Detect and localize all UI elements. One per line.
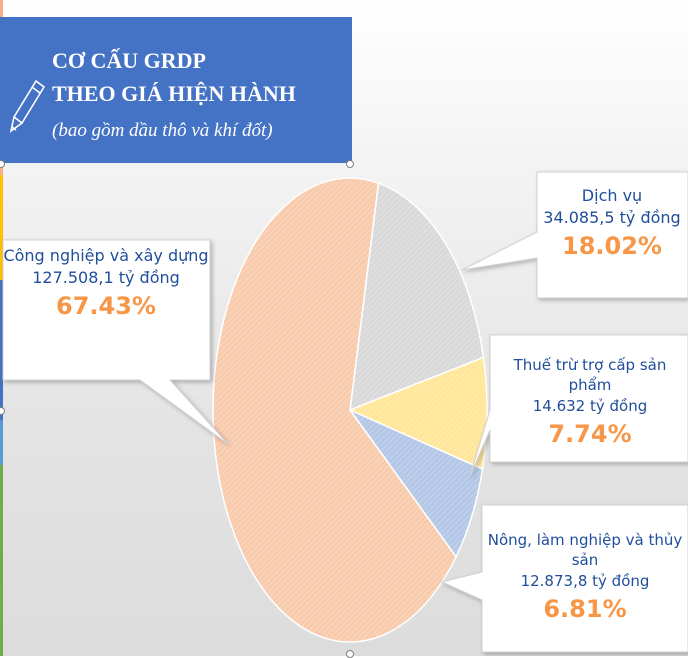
- chart-title-line-2: THEO GIÁ HIỆN HÀNH: [52, 81, 296, 106]
- callout-agriculture: Nông, làm nghiệp và thủy sản 12.873,8 tỷ…: [482, 530, 688, 625]
- callout-tax-percent: 7.74%: [548, 419, 632, 448]
- callout-agriculture-value: 12.873,8 tỷ đồng: [520, 571, 650, 590]
- callout-industry-label: Công nghiệp và xây dựng: [3, 246, 209, 265]
- callout-agriculture-percent: 6.81%: [543, 594, 627, 623]
- callout-tax: Thuế trừ trợ cấp sản phẩm 14.632 tỷ đồng…: [492, 355, 688, 450]
- resize-handle-left[interactable]: [0, 407, 5, 415]
- pie-slice-agriculture-texture: [350, 410, 483, 557]
- callout-agriculture-label: Nông, làm nghiệp và thủy sản: [487, 531, 683, 570]
- pencil-icon: [9, 79, 46, 133]
- callout-services-label: Dịch vụ: [581, 186, 643, 205]
- callout-agriculture-bubble: [440, 504, 688, 653]
- resize-handle-bottom-right[interactable]: [346, 160, 354, 168]
- pie-slice-tax-texture: [350, 357, 488, 470]
- callout-tax-label: Thuế trừ trợ cấp sản phẩm: [513, 356, 667, 395]
- callout-tax-value: 14.632 tỷ đồng: [532, 396, 648, 415]
- callout-services-bubble: [461, 171, 688, 299]
- callout-tax-bubble: [469, 334, 688, 477]
- callout-industry-value: 127.508,1 tỷ đồng: [32, 267, 180, 287]
- chart-subtitle: (bao gồm dầu thô và khí đốt): [52, 120, 273, 141]
- callout-industry-bubble: [2, 239, 229, 445]
- callout-industry-percent: 67.43%: [56, 292, 156, 321]
- resize-handle-bottom-left[interactable]: [0, 160, 5, 168]
- callout-industry: Công nghiệp và xây dựng 127.508,1 tỷ đồn…: [0, 245, 212, 323]
- callout-services-percent: 18.02%: [562, 232, 662, 261]
- callout-services-value: 34.085,5 tỷ đồng: [543, 207, 681, 227]
- chart-title-box[interactable]: CƠ CẤU GRDP THEO GIÁ HIỆN HÀNH (bao gồm …: [0, 17, 352, 163]
- pie-slice-industry-texture: [212, 177, 457, 642]
- chart-title-line-1: CƠ CẤU GRDP: [52, 48, 206, 73]
- callout-services: Dịch vụ 34.085,5 tỷ đồng 18.02%: [537, 185, 687, 263]
- pie-slice-services-texture: [350, 183, 484, 410]
